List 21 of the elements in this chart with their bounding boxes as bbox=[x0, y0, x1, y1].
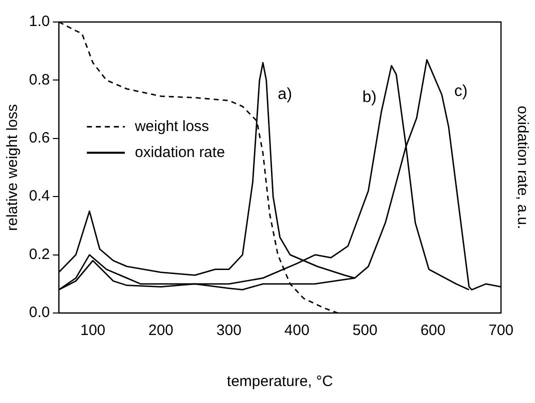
annotation: c) bbox=[454, 83, 468, 100]
y-tick-label: 0.4 bbox=[28, 188, 50, 205]
annotation: b) bbox=[362, 89, 377, 106]
y2-axis-title: oxidation rate, a.u. bbox=[514, 106, 531, 230]
y-tick-label: 0.8 bbox=[28, 71, 50, 88]
y-tick-label: 1.0 bbox=[28, 13, 50, 30]
x-tick-label: 400 bbox=[284, 322, 310, 340]
x-tick-label: 200 bbox=[148, 322, 174, 340]
x-tick-label: 300 bbox=[216, 322, 242, 340]
y-tick-label: 0.2 bbox=[28, 246, 50, 263]
x-tick-label: 100 bbox=[80, 322, 106, 340]
y-tick-label: 0.0 bbox=[28, 304, 50, 322]
legend-label: weight loss bbox=[134, 118, 210, 135]
x-tick-label: 500 bbox=[352, 322, 378, 340]
y-axis-title: relative weight loss bbox=[4, 104, 22, 231]
annotation: a) bbox=[278, 86, 292, 104]
y-tick-label: 0.6 bbox=[28, 130, 50, 147]
x-axis-title: temperature, °C bbox=[226, 373, 334, 390]
x-tick-label: 700 bbox=[488, 322, 514, 340]
x-tick-label: 600 bbox=[420, 322, 446, 340]
legend-label: oxidation rate bbox=[134, 144, 225, 161]
